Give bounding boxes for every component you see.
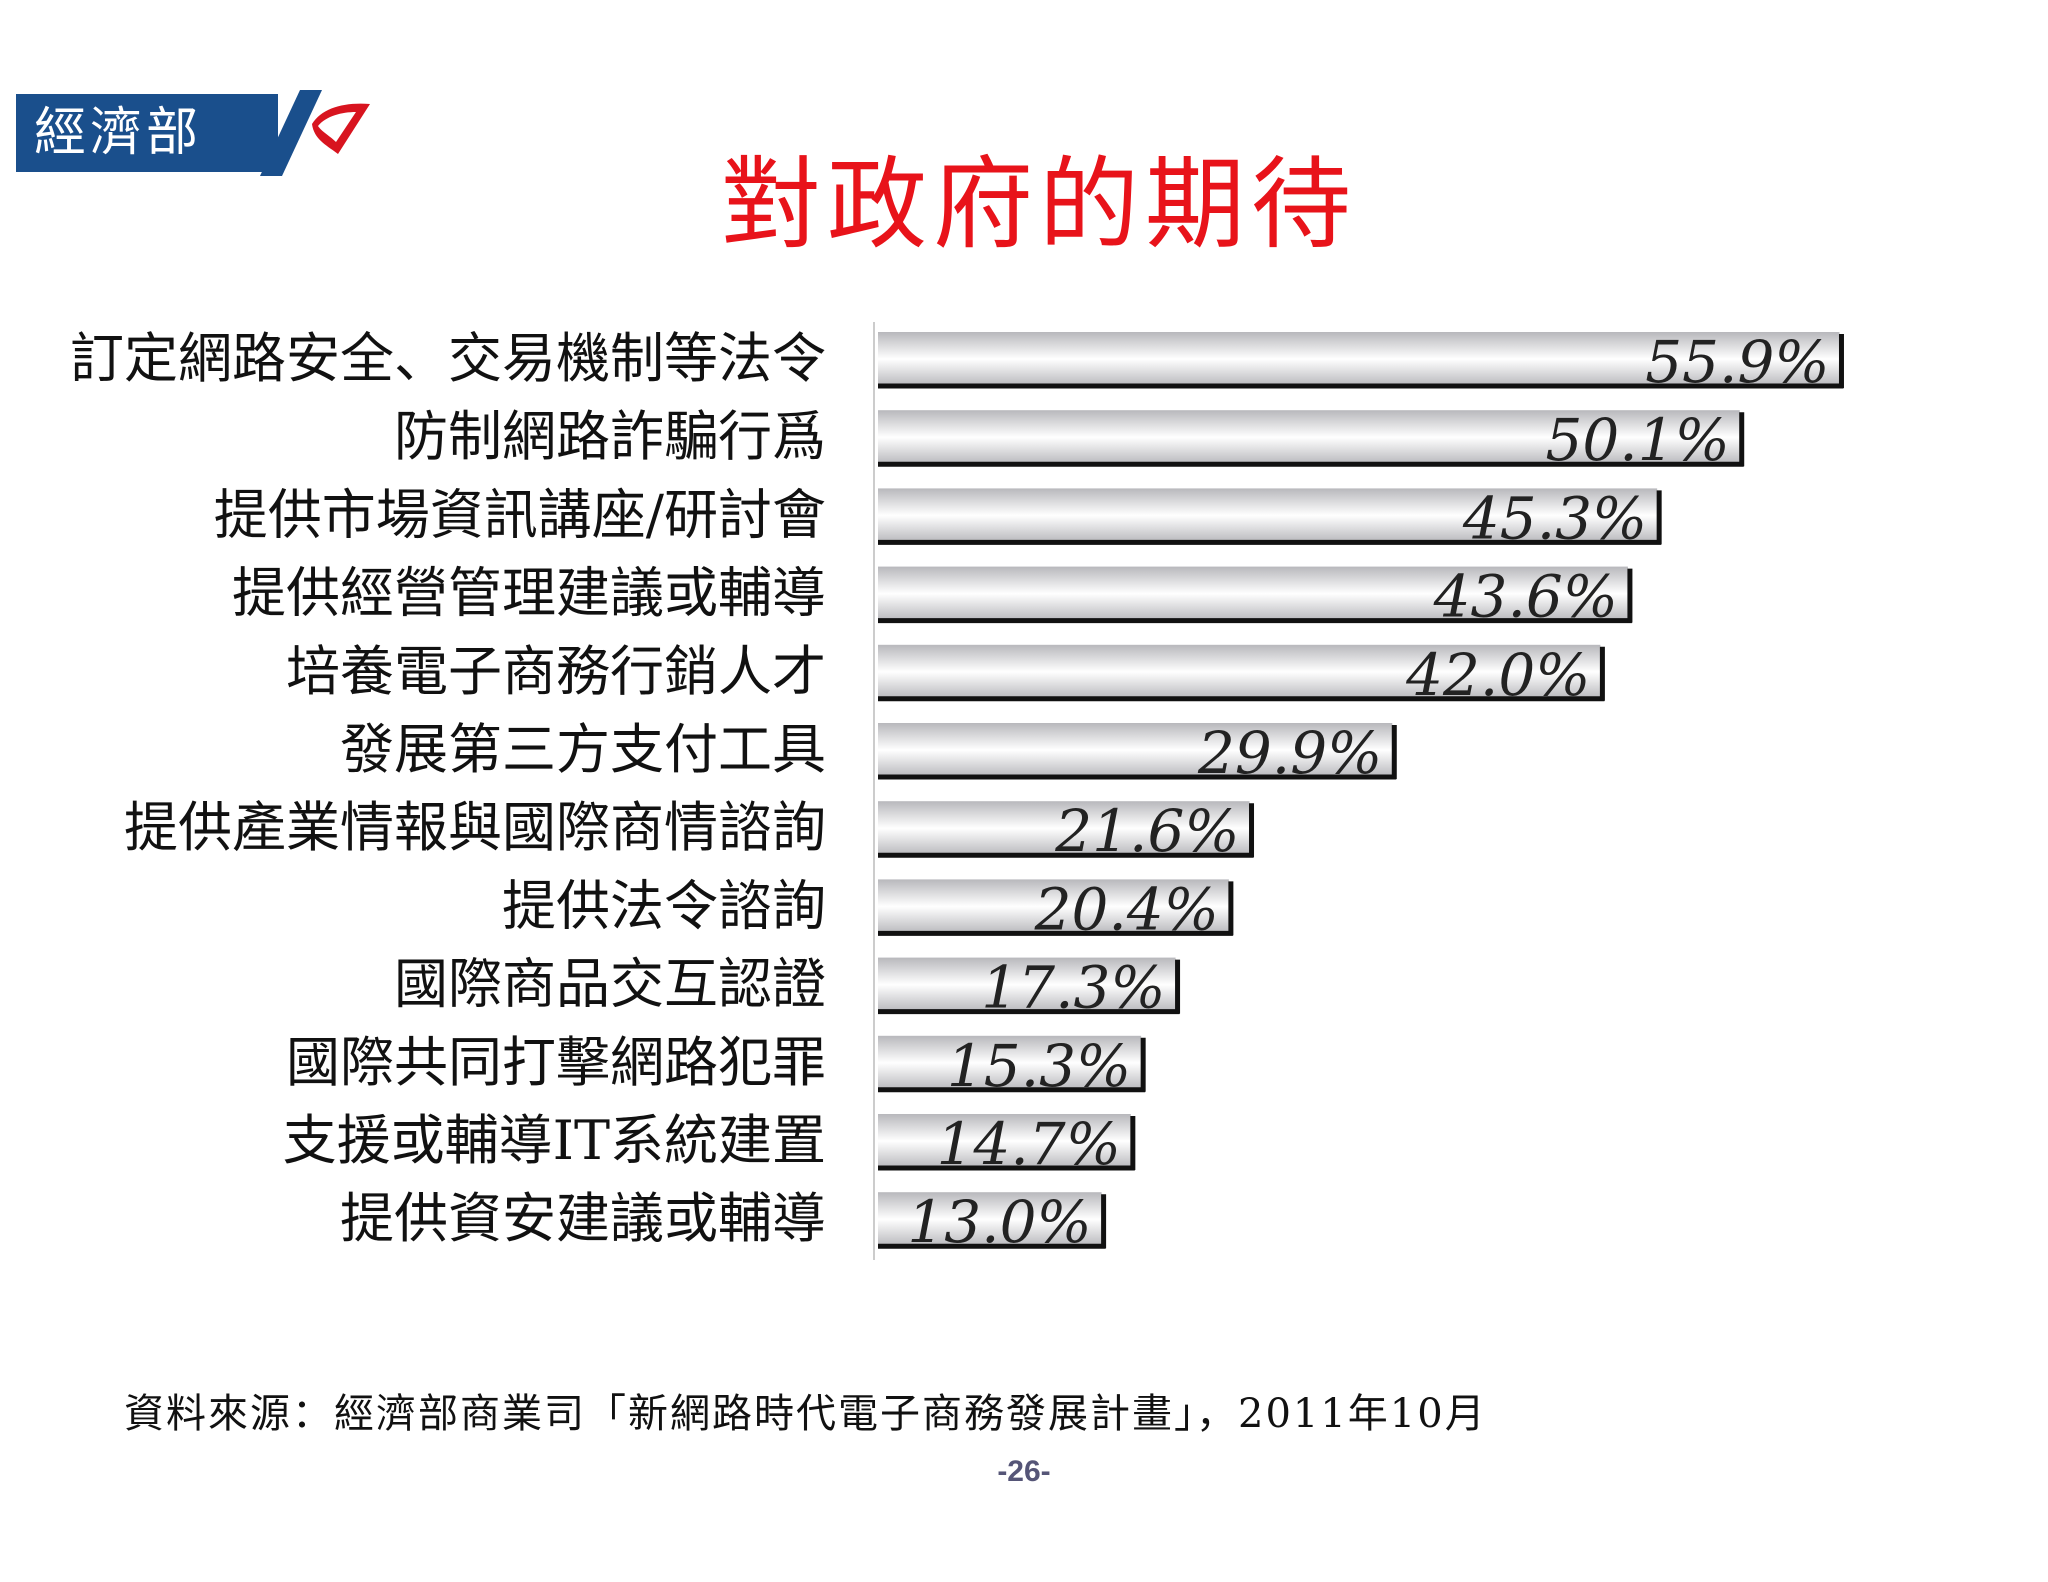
bar xyxy=(878,332,1840,386)
bar xyxy=(878,1192,1102,1247)
logo-box xyxy=(16,94,278,172)
category-label: 訂定網路安全、交易機制等法令 xyxy=(70,327,826,390)
value-label: 29.9% xyxy=(1197,719,1382,787)
category-label: 支援或輔導IT系統建置 xyxy=(283,1109,826,1172)
bar-chart: 訂定網路安全、交易機制等法令 55.9% 防制網路詐騙行爲 50.1% 提供市場資訊講座… xyxy=(70,322,1844,1260)
category-label: 提供產業情報與國際商情諮詢 xyxy=(124,796,826,859)
logo-emblem-icon xyxy=(260,90,370,176)
category-label: 提供資安建議或輔導 xyxy=(340,1187,826,1250)
logo-text: 經濟部 xyxy=(34,103,203,163)
value-label: 21.6% xyxy=(1054,797,1239,865)
bar xyxy=(878,723,1393,777)
value-label: 17.3% xyxy=(981,954,1165,1022)
value-label: 15.3% xyxy=(947,1032,1131,1100)
value-label: 50.1% xyxy=(1545,406,1729,474)
page-number: -26- xyxy=(997,1455,1051,1488)
page-title: 對政府的期待 xyxy=(721,146,1357,263)
value-label: 14.7% xyxy=(937,1110,1121,1178)
bar xyxy=(878,566,1628,621)
bar xyxy=(878,410,1740,465)
bar xyxy=(878,488,1658,543)
value-label: 42.0% xyxy=(1405,641,1590,709)
bar xyxy=(878,879,1229,934)
category-label: 提供市場資訊講座/研討會 xyxy=(214,483,826,546)
category-label: 國際共同打擊網路犯罪 xyxy=(286,1031,826,1094)
category-label: 國際商品交互認證 xyxy=(394,953,826,1016)
bar xyxy=(878,1035,1142,1090)
value-label: 45.3% xyxy=(1462,484,1647,552)
value-label: 43.6% xyxy=(1433,563,1618,631)
category-label: 發展第三方支付工具 xyxy=(340,718,826,781)
category-label: 提供法令諮詢 xyxy=(502,874,826,937)
bar xyxy=(878,1114,1131,1168)
value-label: 13.0% xyxy=(907,1188,1091,1256)
bar xyxy=(878,801,1250,856)
category-label: 培養電子商務行銷人才 xyxy=(286,640,826,703)
value-label: 55.9% xyxy=(1645,328,1829,396)
category-label: 提供經營管理建議或輔導 xyxy=(232,562,826,625)
source-note: 資料來源：經濟部商業司「新網路時代電子商務發展計畫」，2011年10月 xyxy=(124,1391,1487,1437)
value-label: 20.4% xyxy=(1034,875,1219,943)
category-label: 防制網路詐騙行爲 xyxy=(394,405,826,468)
bar xyxy=(878,957,1176,1012)
bar xyxy=(878,644,1601,699)
